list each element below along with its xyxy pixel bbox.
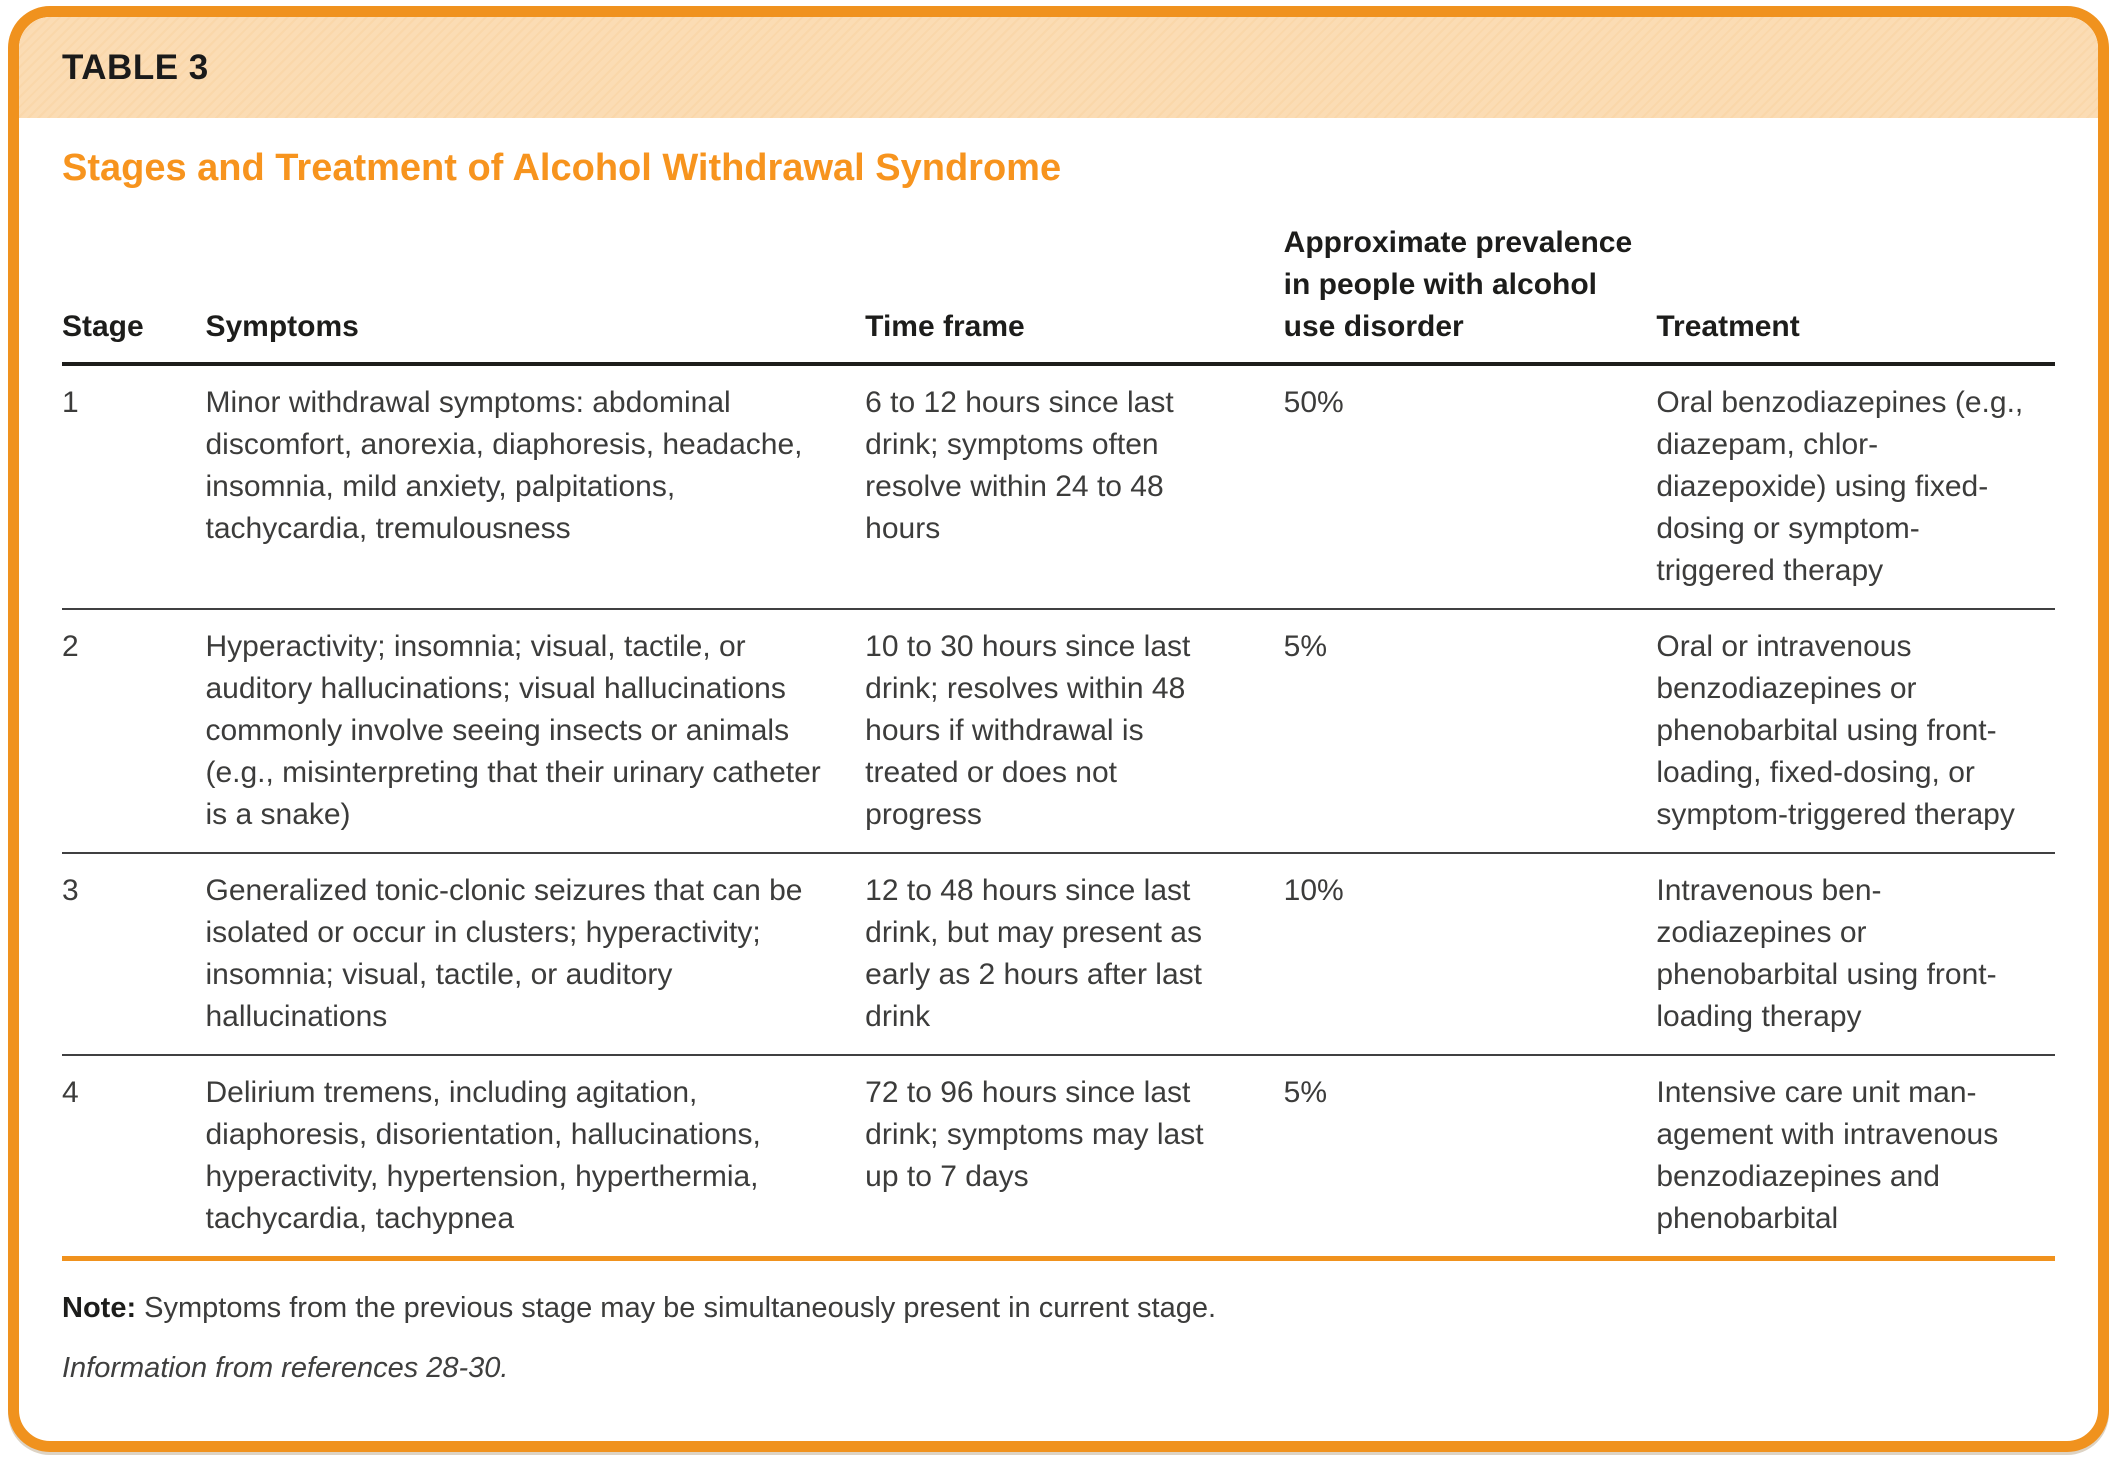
table-title: Stages and Treatment of Alcohol Withdraw… bbox=[62, 147, 1062, 189]
cell-prevalence: 5% bbox=[1283, 608, 1657, 853]
cell-symptoms: Delirium tremens, including agitation, d… bbox=[205, 1054, 866, 1261]
column-header-stage: Stage bbox=[62, 222, 206, 366]
cell-time-frame: 72 to 96 hours since last drink; symptom… bbox=[865, 1054, 1284, 1261]
cell-treatment: Oral or intravenous benzodiazepines or p… bbox=[1656, 608, 2055, 853]
header-row: Stage Symptoms Time frame Approximate pr… bbox=[62, 222, 2055, 366]
column-header-prevalence: Approximate preva­lence in people with a… bbox=[1283, 222, 1657, 366]
cell-symptoms: Minor withdrawal symptoms: abdominal dis… bbox=[205, 386, 803, 545]
stages-table-body: 1 Minor withdrawal symptoms: abdominal d… bbox=[62, 364, 2055, 1261]
table-note: Note: Symptoms from the previous stage m… bbox=[62, 1287, 2055, 1329]
cell-stage: 3 bbox=[62, 852, 206, 1055]
cell-stage: 4 bbox=[62, 1054, 206, 1261]
cell-stage: 1 bbox=[62, 386, 79, 419]
table-row-stage-2: 2 Hyperactivity; insomnia; visual, tac­t… bbox=[62, 608, 2055, 853]
cell-treatment: Intensive care unit man­agement with int… bbox=[1656, 1054, 2055, 1261]
note-label: Note: bbox=[62, 1292, 137, 1324]
table-row-stage-4: 4 Delirium tremens, including agitation,… bbox=[62, 1054, 2055, 1261]
cell-prevalence: 10% bbox=[1283, 852, 1657, 1055]
table-number-label: TABLE 3 bbox=[62, 47, 209, 87]
table-content: Stages and Treatment of Alcohol Withdraw… bbox=[19, 146, 2098, 1389]
cell-prevalence: 5% bbox=[1283, 1054, 1657, 1261]
source-attribution: Information from references 28-30. bbox=[62, 1352, 509, 1384]
cell-treatment: Intravenous ben­zodiazepines or phenobar… bbox=[1656, 852, 2055, 1055]
cell-symptoms: Generalized tonic-clonic seizures that c… bbox=[205, 852, 866, 1055]
column-header-symptoms: Symptoms bbox=[205, 222, 866, 366]
note-text: Symptoms from the previous stage may be … bbox=[136, 1292, 1217, 1324]
cell-time-frame: 12 to 48 hours since last drink, but may… bbox=[865, 852, 1284, 1055]
cell-time-frame: 10 to 30 hours since last drink; resolve… bbox=[865, 608, 1284, 853]
column-header-treatment: Treatment bbox=[1656, 222, 2055, 366]
table-row-stage-1: 1 Minor withdrawal symptoms: abdominal d… bbox=[62, 364, 2055, 609]
stages-table: Stage Symptoms Time frame Approximate pr… bbox=[62, 222, 2055, 1261]
table-row-stage-3: 3 Generalized tonic-clonic seizures that… bbox=[62, 852, 2055, 1055]
table-card: TABLE 3 Stages and Treatment of Alcohol … bbox=[8, 6, 2109, 1452]
cell-stage: 2 bbox=[62, 608, 206, 853]
cell-symptoms: Hyperactivity; insomnia; visual, tac­til… bbox=[205, 608, 866, 853]
cell-treatment: Oral benzodiazepines (e.g., diazepam, ch… bbox=[1656, 386, 2024, 587]
table-header-band: TABLE 3 bbox=[19, 17, 2098, 118]
cell-prevalence: 50% bbox=[1283, 386, 1344, 419]
column-header-time-frame: Time frame bbox=[865, 222, 1284, 366]
cell-time-frame: 6 to 12 hours since last drink; symptoms… bbox=[865, 386, 1174, 545]
stages-table-header: Stage Symptoms Time frame Approximate pr… bbox=[62, 222, 2055, 366]
